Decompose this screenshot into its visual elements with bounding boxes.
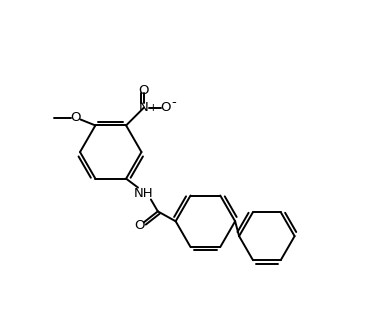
Text: +: + [149,103,158,113]
Text: O: O [139,84,149,97]
Text: O: O [161,101,171,114]
Text: NH: NH [134,187,154,200]
Text: N: N [139,101,149,114]
Text: O: O [135,219,145,232]
Text: O: O [70,111,81,124]
Text: -: - [172,96,177,109]
